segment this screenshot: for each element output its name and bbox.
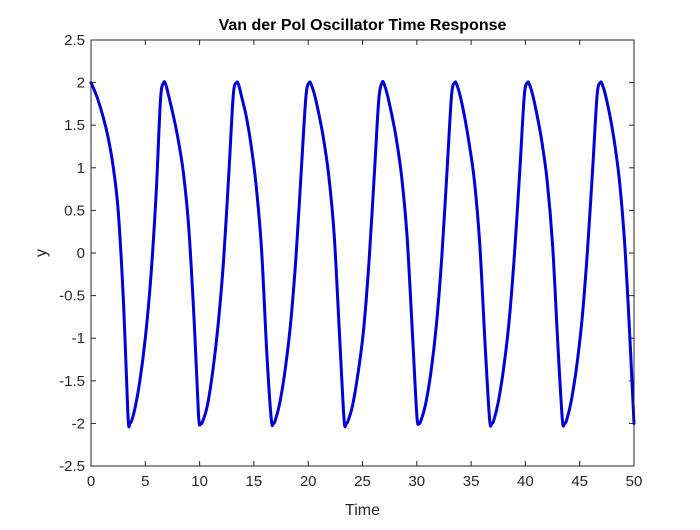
y-tick-label: -2.5	[59, 458, 85, 475]
x-tick-label: 30	[408, 473, 425, 490]
y-tick-label: 1	[77, 160, 85, 177]
x-axis-ticks: 0 5 10 15 20 25 30 35 40 45 50	[87, 40, 643, 490]
y-tick-label: 0	[77, 245, 85, 262]
chart-title: Van der Pol Oscillator Time Response	[219, 17, 507, 34]
x-tick-label: 15	[246, 473, 263, 490]
x-tick-label: 25	[354, 473, 371, 490]
x-tick-label: 20	[300, 473, 317, 490]
y-tick-label: -1	[72, 330, 85, 347]
series-line	[89, 79, 636, 429]
y-tick-label: -0.5	[59, 288, 85, 305]
y-tick-label: 2.5	[64, 32, 85, 49]
x-tick-label: 45	[571, 473, 588, 490]
plot-frame	[90, 39, 635, 467]
y-tick-label: 1.5	[64, 117, 85, 134]
x-tick-label: 5	[141, 473, 149, 490]
x-tick-label: 10	[191, 473, 208, 490]
y-tick-label: 0.5	[64, 202, 85, 219]
y-tick-label: -1.5	[59, 373, 85, 390]
y-axis-title: y	[33, 249, 50, 257]
x-tick-label: 40	[517, 473, 534, 490]
x-axis-title: Time	[345, 502, 380, 519]
x-tick-label: 35	[463, 473, 480, 490]
plot-background	[91, 40, 634, 466]
x-tick-label: 0	[87, 473, 95, 490]
x-tick-label: 50	[626, 473, 643, 490]
y-tick-label: -2	[72, 415, 85, 432]
y-tick-label: 2	[77, 75, 85, 92]
series-layer	[89, 79, 636, 429]
